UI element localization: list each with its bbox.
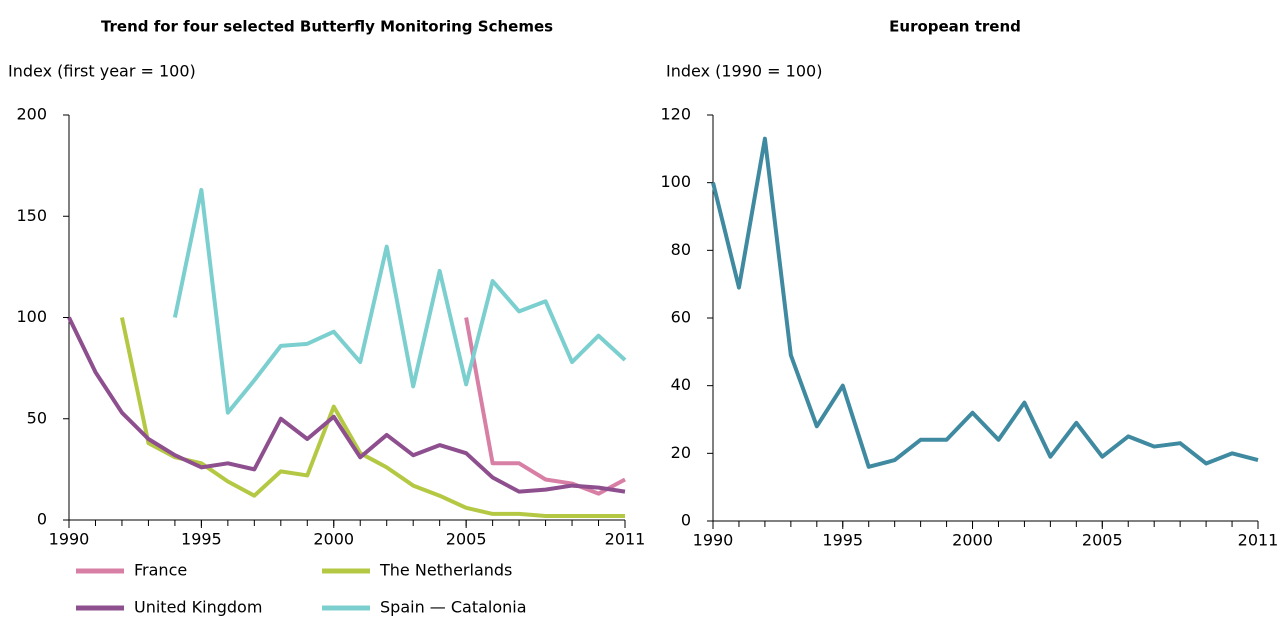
- series-line: [464, 317, 626, 496]
- y-tick-label: 20: [671, 443, 691, 462]
- y-tick-label: 0: [37, 510, 47, 529]
- x-tick-label: 1990: [49, 530, 90, 549]
- y-tick-label: 120: [660, 105, 691, 124]
- y-tick-label: 0: [681, 511, 691, 530]
- legend-label: Spain — Catalonia: [380, 598, 527, 617]
- y-tick-label: 200: [16, 105, 47, 124]
- x-tick-label: 2000: [952, 531, 993, 550]
- x-tick-label: 2011: [1238, 531, 1279, 550]
- y-tick-label: 50: [27, 408, 47, 427]
- legend-label: France: [134, 561, 187, 580]
- series-line: [67, 316, 626, 494]
- y-axis-label: Index (first year = 100): [8, 62, 196, 81]
- legend-label: United Kingdom: [134, 598, 262, 617]
- y-tick-label: 150: [16, 206, 47, 225]
- x-tick-label: 1995: [822, 531, 863, 550]
- y-tick-label: 80: [671, 240, 691, 259]
- series-line: [119, 317, 625, 518]
- y-tick-label: 100: [16, 307, 47, 326]
- series-line: [172, 187, 627, 415]
- chart-title: European trend: [889, 18, 1021, 36]
- x-tick-label: 2000: [313, 530, 354, 549]
- legend-label: The Netherlands: [379, 561, 512, 580]
- chart-title: Trend for four selected Butterfly Monito…: [101, 18, 553, 36]
- series-line: [711, 136, 1259, 469]
- y-tick-label: 60: [671, 308, 691, 327]
- y-tick-label: 100: [660, 172, 691, 191]
- x-tick-label: 1995: [181, 530, 222, 549]
- x-tick-label: 1990: [693, 531, 734, 550]
- x-tick-label: 2011: [605, 530, 646, 549]
- y-tick-label: 40: [671, 375, 691, 394]
- x-tick-label: 2005: [1082, 531, 1123, 550]
- x-tick-label: 2005: [446, 530, 487, 549]
- y-axis-label: Index (1990 = 100): [666, 62, 822, 81]
